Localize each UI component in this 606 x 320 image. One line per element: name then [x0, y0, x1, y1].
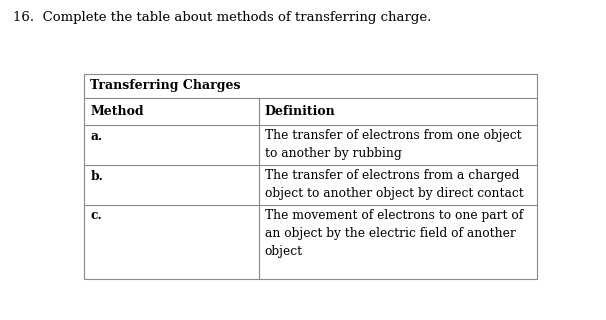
Text: The transfer of electrons from one object
to another by rubbing: The transfer of electrons from one objec… — [265, 129, 521, 160]
Text: Transferring Charges: Transferring Charges — [90, 79, 241, 92]
Text: c.: c. — [90, 210, 102, 222]
Text: The movement of electrons to one part of
an object by the electric field of anot: The movement of electrons to one part of… — [265, 209, 523, 258]
Text: The transfer of electrons from a charged
object to another object by direct cont: The transfer of electrons from a charged… — [265, 169, 524, 200]
Text: 16.  Complete the table about methods of transferring charge.: 16. Complete the table about methods of … — [13, 11, 431, 24]
Text: a.: a. — [90, 130, 102, 143]
Text: Definition: Definition — [265, 105, 335, 118]
Text: Method: Method — [90, 105, 144, 118]
Text: b.: b. — [90, 170, 103, 183]
Bar — [84, 74, 537, 279]
